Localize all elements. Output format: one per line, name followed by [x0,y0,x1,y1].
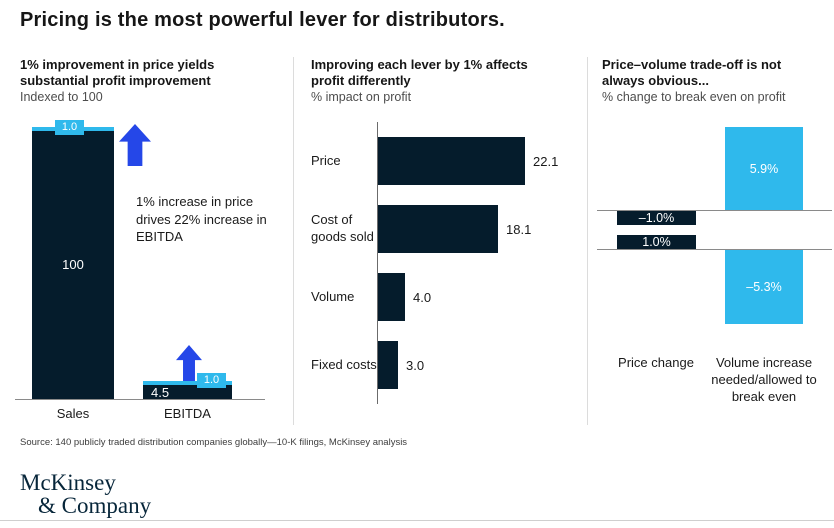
volume-down-bar: –5.3% [725,250,803,324]
price-increase-arrow-icon [119,124,151,166]
volume-down-value: –5.3% [746,280,782,294]
lever-label: Cost of goods sold [311,212,374,244]
lever-bar-row: 3.0 [378,341,424,389]
panel3-subtitle: % change to break even on profit [602,90,786,104]
volume-up-value: 5.9% [749,161,779,176]
price-up-bar: 1.0% [617,235,696,249]
panel2-subtitle: % impact on profit [311,90,412,104]
fixed-costs-lever-bar [378,341,398,389]
sales-bar [32,131,114,399]
logo-line-2: & Company [38,493,152,518]
volume-column-label: Volume increase needed/allowed to break … [711,355,817,404]
lever-label: Volume [311,288,355,304]
sales-bar-value: 100 [62,257,84,272]
price-lever-value: 22.1 [533,153,559,169]
sales-increment-badge: 1.0 [55,120,84,135]
panel1-annotation: 1% increase in price drives 22% increase… [136,194,267,245]
sales-category-label: Sales [56,406,90,421]
panel3-title: Price–volume trade-off is not always obv… [602,57,782,89]
volume-lever-bar [378,273,405,321]
lever-bar-row: 18.1 [378,205,531,253]
lever-label: Price [311,152,341,168]
panel3-baseline-2 [597,249,832,250]
lever-label: Fixed costs [311,356,377,372]
lever-bar-row: 22.1 [378,137,558,185]
panel1-baseline [15,399,265,400]
panel3-baseline-1 [597,210,832,211]
price-lever-bar [378,137,525,185]
cogs-lever-value: 18.1 [506,221,532,237]
ebitda-category-label: EBITDA [164,406,211,421]
source-note: Source: 140 publicly traded distribution… [20,437,408,448]
price-down-bar: –1.0% [617,211,696,225]
panel1-title: 1% improvement in price yields substanti… [20,57,215,89]
fixed-costs-lever-value: 3.0 [406,357,425,373]
ebitda-bar [143,385,232,399]
bottom-rule [0,520,834,521]
ebitda-increment-badge: 1.0 [197,373,226,388]
panel2-title: Improving each lever by 1% affects profi… [311,57,528,89]
cogs-lever-bar [378,205,498,253]
panel-divider-left [293,57,294,425]
mckinsey-logo: McKinsey & Company [20,471,151,517]
price-change-column-label: Price change [618,355,694,370]
ebitda-bar-value: 4.5 [151,385,170,400]
logo-line-1: McKinsey [20,470,116,495]
volume-up-bar: 5.9% [725,127,803,210]
price-down-value: –1.0% [638,211,675,225]
price-up-value: 1.0% [642,235,671,249]
panel-divider-right [587,57,588,425]
page-title: Pricing is the most powerful lever for d… [20,9,505,31]
volume-lever-value: 4.0 [413,289,432,305]
panel1-subtitle: Indexed to 100 [20,90,103,104]
lever-bar-row: 4.0 [378,273,431,321]
ebitda-increment-strip [143,381,232,385]
panel2-axis [377,122,378,404]
